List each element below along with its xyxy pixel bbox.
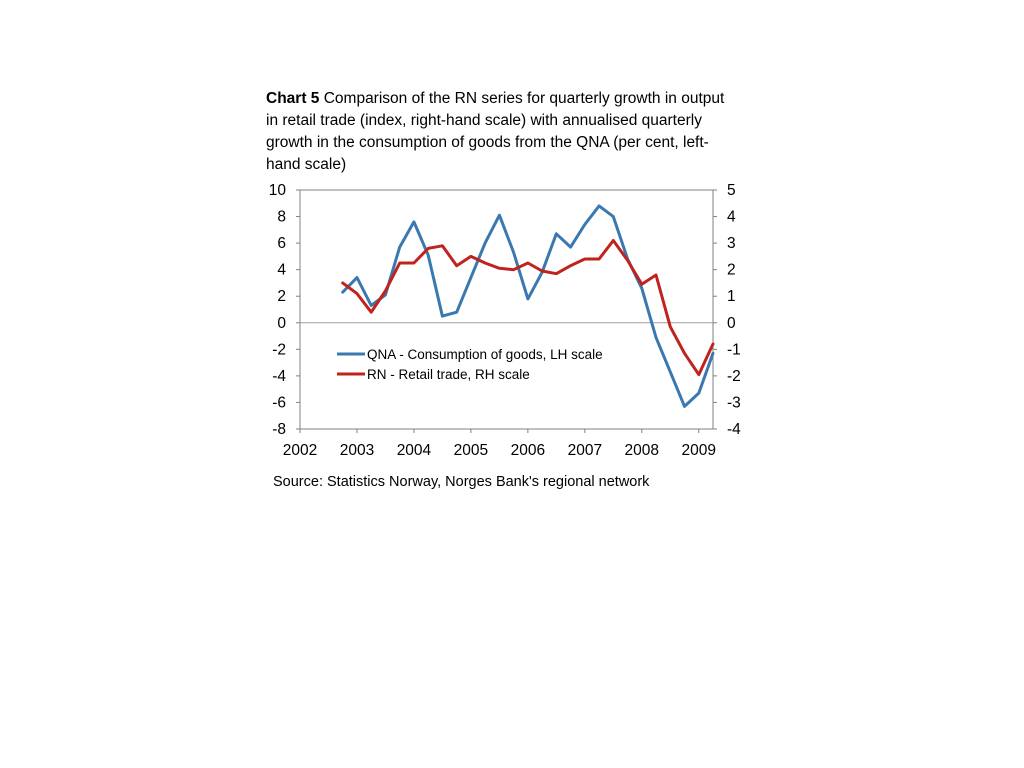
right-tick-label: -1: [727, 341, 741, 358]
left-tick-label: 10: [269, 182, 287, 199]
right-tick-label: 5: [727, 182, 736, 199]
chart-title: Chart 5 Comparison of the RN series for …: [266, 88, 736, 176]
legend-label: QNA - Consumption of goods, LH scale: [367, 347, 603, 362]
right-tick-label: -4: [727, 421, 741, 438]
left-tick-label: 2: [277, 288, 286, 305]
left-tick-label: 4: [277, 262, 286, 279]
plot-area-frame: [299, 189, 714, 430]
x-tick-label: 2002: [283, 442, 317, 459]
left-tick-label: -4: [272, 368, 286, 385]
chart-title-text: Comparison of the RN series for quarterl…: [266, 90, 725, 173]
x-axis-ticks: 2002 2003 2004 2005 2006 2007 2008 2009: [283, 429, 716, 459]
left-tick-label: -6: [272, 394, 286, 411]
x-tick-label: 2004: [397, 442, 432, 459]
x-tick-label: 2008: [625, 442, 659, 459]
right-tick-label: 2: [727, 262, 736, 279]
right-tick-label: 1: [727, 288, 736, 305]
x-tick-label: 2007: [568, 442, 602, 459]
right-tick-label: 0: [727, 315, 736, 332]
legend: QNA - Consumption of goods, LH scale RN -…: [337, 347, 603, 382]
right-axis-ticks: 5 4 3 2 1 0 -1 -2 -3 -4: [713, 182, 741, 438]
left-tick-label: 6: [277, 235, 286, 252]
left-tick-label: -8: [272, 421, 286, 438]
left-tick-label: 0: [277, 315, 286, 332]
right-tick-label: -3: [727, 394, 741, 411]
series-line-rn-retail-trade: [341, 239, 715, 377]
right-tick-label: -2: [727, 368, 741, 385]
left-axis-ticks: 10 8 6 4 2 0 -2 -4 -6 -8: [269, 182, 300, 438]
series-lines: [341, 204, 715, 408]
right-tick-label: 4: [727, 209, 736, 226]
right-tick-label: 3: [727, 235, 736, 252]
left-tick-label: -2: [272, 341, 286, 358]
left-tick-label: 8: [277, 209, 286, 226]
x-tick-label: 2003: [340, 442, 374, 459]
series-line-qna-consumption: [341, 204, 715, 408]
x-tick-label: 2005: [454, 442, 488, 459]
chart-title-label: Chart 5: [266, 90, 320, 107]
x-tick-label: 2006: [511, 442, 545, 459]
source-note: Source: Statistics Norway, Norges Bank's…: [273, 474, 650, 490]
x-tick-label: 2009: [682, 442, 716, 459]
legend-label: RN - Retail trade, RH scale: [367, 367, 530, 382]
